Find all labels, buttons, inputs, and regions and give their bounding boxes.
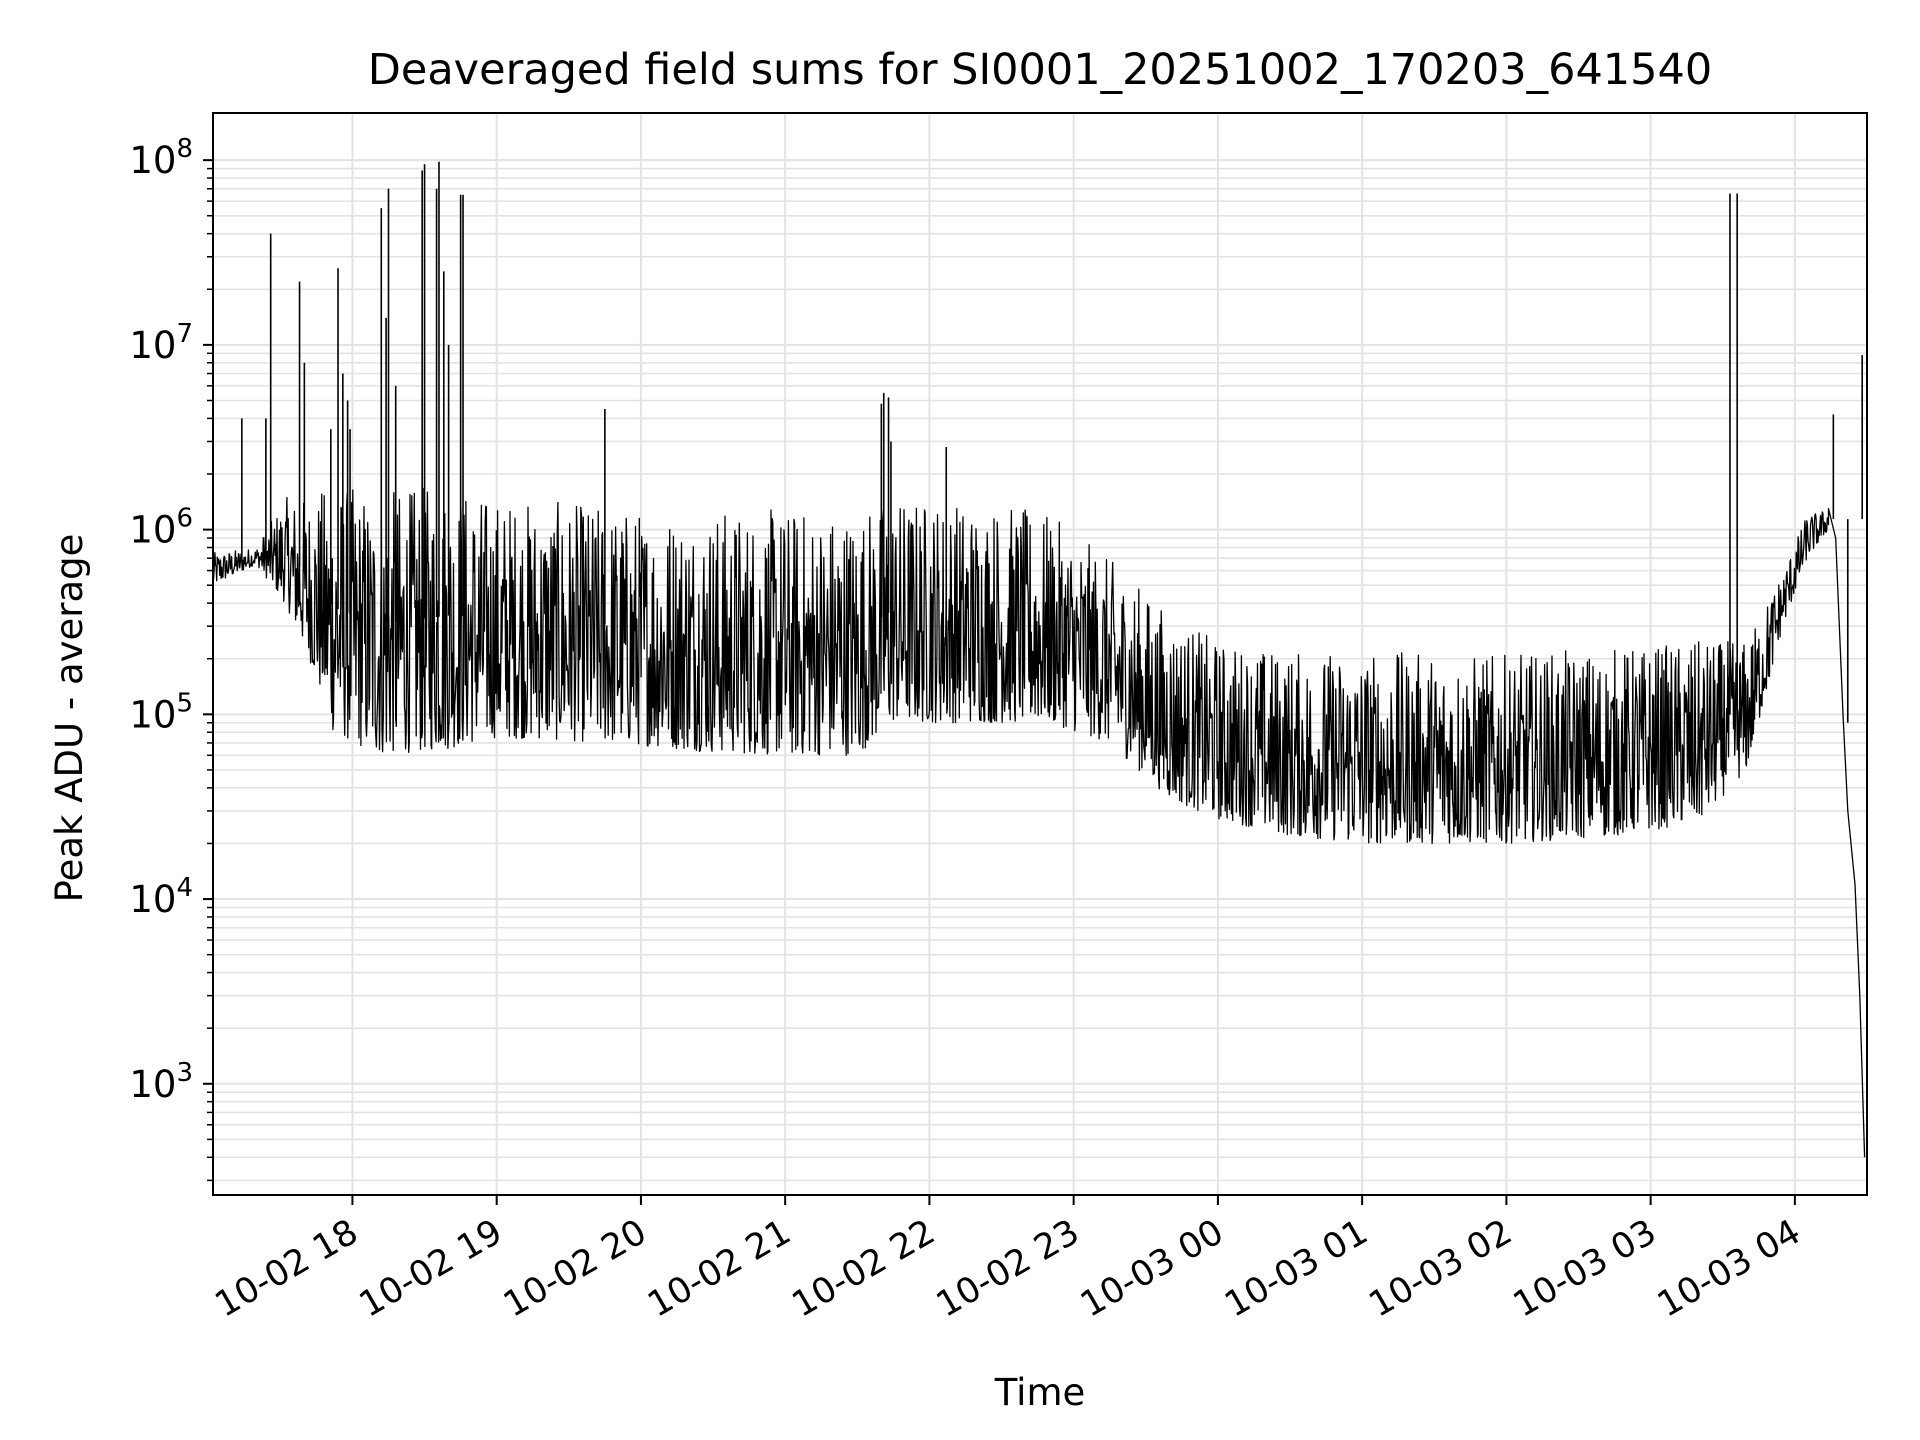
y-tick-label: 107 — [129, 319, 193, 367]
series-line — [212, 487, 1866, 1158]
y-tick-label: 104 — [129, 873, 193, 921]
y-axis: 103 104 105 106 107 108 — [129, 134, 213, 1182]
y-tick-label: 106 — [129, 504, 193, 552]
y-tick-label: 105 — [129, 688, 193, 736]
plot-frame — [212, 112, 1868, 1196]
y-axis-label: Peak ADU - average — [48, 534, 91, 903]
chart-title: Deaveraged field sums for SI0001_2025100… — [368, 45, 1713, 95]
x-axis-label: Time — [994, 1371, 1086, 1414]
series-layer — [212, 161, 1866, 1158]
y-tick-label: 103 — [129, 1058, 193, 1106]
y-tick-label: 108 — [129, 134, 193, 182]
